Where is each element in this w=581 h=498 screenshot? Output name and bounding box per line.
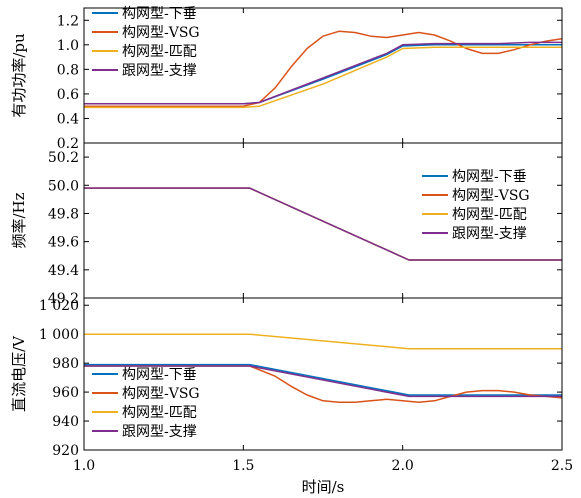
legend-label: 构网型-下垂 [122, 367, 197, 383]
legend-label: 跟网型-支撑 [122, 424, 197, 440]
y-tick-label: 0.8 [57, 62, 79, 78]
x-axis-label: 时间/s [302, 478, 345, 496]
y-tick-label: 49.4 [48, 263, 79, 279]
series-line-2 [84, 30, 563, 107]
series-line-3 [84, 333, 562, 350]
chart-panel-1: 0.20.40.60.81.01.2有功功率/pu构网型-下垂构网型-VSG构网… [10, 6, 563, 152]
legend-label: 跟网型-支撑 [452, 226, 527, 242]
axes-frame [83, 297, 563, 451]
x-tick-label: 2.0 [392, 458, 414, 474]
series-line-3 [84, 46, 562, 109]
y-axis-label: 频率/Hz [10, 192, 28, 248]
y-tick-label: 50.2 [48, 150, 79, 166]
legend-label: 构网型-下垂 [122, 6, 197, 22]
y-tick-label: 0.4 [57, 111, 79, 127]
y-tick-label: 1 000 [39, 327, 79, 343]
y-tick-label: 940 [52, 414, 79, 430]
y-axis-label: 直流电压/V [10, 335, 28, 412]
series-line-4 [84, 41, 562, 105]
y-tick-label: 49.8 [48, 206, 79, 222]
y-tick-label: 980 [52, 356, 79, 372]
y-tick-label: 1.2 [57, 13, 79, 29]
chart-panel-3: 920 940 960 980 1 000 1 020 1.0 1.5 2.0 2.5 直流电压/V… [10, 297, 573, 496]
y-tick-label: 0.2 [57, 136, 79, 152]
y-axis-label: 有功功率/pu [10, 33, 28, 118]
series-line-2 [84, 365, 563, 403]
y-tick-label: 49.2 [48, 291, 79, 307]
chart-panel-2: 49.2 49.4 49.6 49.8 50.0 50.2 频率/Hz 构网型-下垂构网型-V… [10, 142, 563, 307]
legend-label: 构网型-匹配 [122, 44, 197, 60]
y-tick-label: 49.6 [48, 235, 79, 251]
y-tick-label: 50.0 [48, 178, 79, 194]
legend-label: 构网型-VSG [122, 386, 200, 402]
y-tick-label: 920 [52, 443, 79, 459]
x-tick-label: 2.5 [551, 458, 573, 474]
legend-label: 构网型-匹配 [122, 405, 197, 421]
legend-label: 构网型-VSG [122, 25, 200, 41]
series-line-4 [84, 365, 562, 398]
y-tick-label: 960 [52, 385, 79, 401]
series-line-1 [84, 363, 562, 396]
legend-label: 跟网型-支撑 [122, 63, 197, 79]
x-tick-label: 1.5 [232, 458, 254, 474]
x-tick-label: 1.0 [73, 458, 95, 474]
y-tick-label: 0.6 [57, 87, 79, 103]
legend-label: 构网型-匹配 [452, 207, 527, 223]
series-line-4 [84, 187, 562, 261]
y-tick-label: 1 020 [39, 298, 79, 314]
y-tick-label: 1.0 [57, 38, 79, 54]
legend-label: 构网型-下垂 [452, 169, 527, 185]
legend-label: 构网型-VSG [452, 188, 530, 204]
